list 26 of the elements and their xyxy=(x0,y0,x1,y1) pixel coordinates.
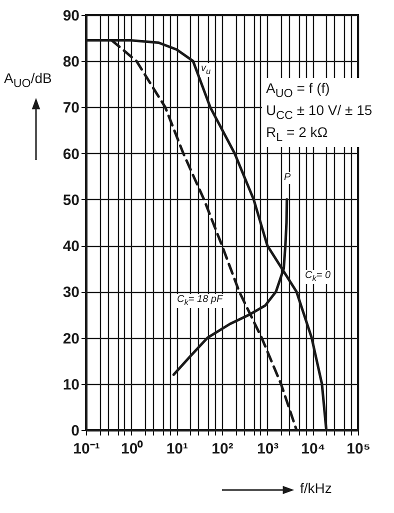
annotation: R$_{L}$ = 2 kΩ xyxy=(266,124,329,146)
x-axis-title: f/kHz xyxy=(300,480,332,496)
y-tick-label: 20 xyxy=(62,330,80,348)
annotation: A$_{UO}$ = f (f) xyxy=(266,80,331,102)
annotation: U$_{CC}$ ± 10 V/ ± 15 xyxy=(266,102,372,124)
y-tick-label: 40 xyxy=(62,238,80,256)
annotation: P xyxy=(283,172,292,184)
annotation: C$_{k}$= 18 pF xyxy=(176,294,224,308)
x-tick-label: 10⁵ xyxy=(346,440,370,458)
y-tick-label: 70 xyxy=(62,100,80,117)
x-tick-label: 10⁻¹ xyxy=(73,440,100,458)
x-tick-label: 10³ xyxy=(256,440,279,458)
y-tick-label: 30 xyxy=(62,284,80,302)
y-tick-label: 80 xyxy=(62,54,80,71)
x-tick-label: 10⁰ xyxy=(120,440,144,458)
x-tick-label: 10² xyxy=(212,440,234,458)
annotation: v$_{u}$ xyxy=(200,63,212,77)
annotation: C$_{k}$= 0 xyxy=(304,270,332,284)
y-tick-label: 0 xyxy=(71,422,80,440)
x-tick-label: 10¹ xyxy=(166,440,188,458)
y-tick-label: 10 xyxy=(62,376,80,394)
y-axis-title: A$_{UO}$/dB xyxy=(4,70,52,90)
y-tick-label: 90 xyxy=(62,8,80,24)
y-tick-label: 50 xyxy=(62,192,80,209)
x-tick-label: 10⁴ xyxy=(301,440,326,458)
y-tick-label: 60 xyxy=(62,146,80,163)
